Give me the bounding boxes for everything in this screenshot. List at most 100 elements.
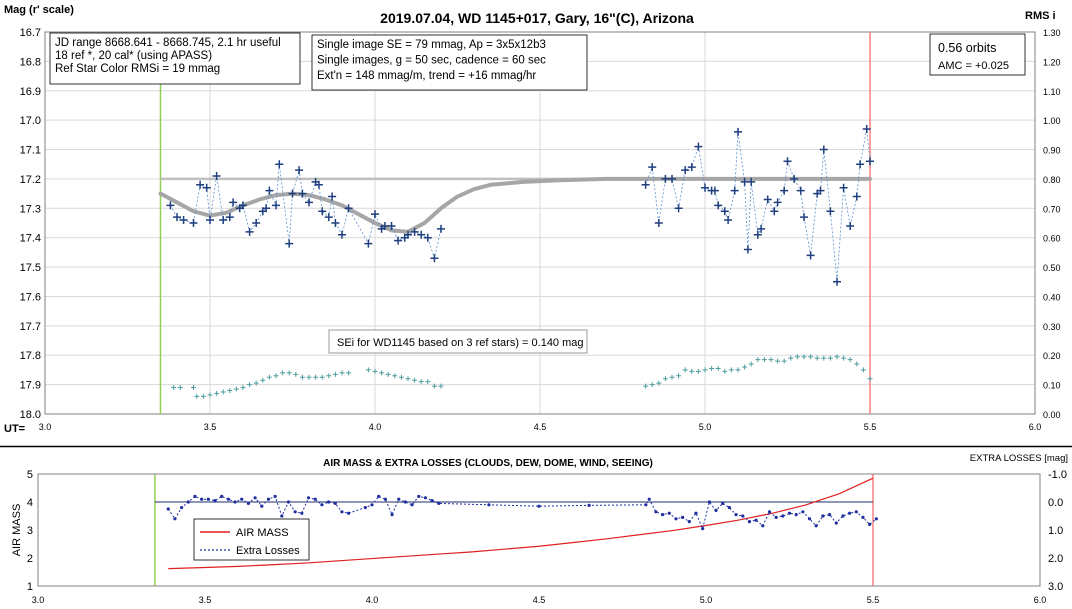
y-right-tick-label: 0.60 [1043, 234, 1061, 244]
rms-point [695, 368, 701, 374]
extra-losses-point [246, 501, 251, 505]
magnitude-point [720, 207, 729, 216]
extra-losses-point [747, 520, 752, 524]
info-annotation-line: JD range 8668.641 - 8668.745, 2.1 hr use… [55, 37, 281, 49]
x-tick-label: 3.0 [39, 422, 52, 432]
rms-point [332, 371, 338, 377]
bottom-plot-border [37, 473, 1041, 587]
extra-losses-point [861, 515, 865, 520]
magnitude-point [800, 213, 808, 222]
rms-point [431, 383, 437, 389]
rms-point [821, 355, 827, 361]
extra-losses-point [767, 510, 772, 514]
rms-point [247, 382, 253, 388]
magnitude-point [770, 207, 779, 216]
bottom-plot-area [37, 473, 1041, 587]
extra-losses-point [186, 500, 190, 504]
magnitude-point [202, 183, 211, 192]
extra-losses-point [260, 504, 264, 508]
extra-losses-point [363, 506, 367, 510]
magnitude-point [364, 239, 373, 248]
y-tick-label: 18.0 [20, 409, 41, 421]
magnitude-point [862, 124, 871, 133]
rms-point [392, 373, 398, 379]
rms-point [379, 370, 385, 376]
rms-point [240, 385, 246, 391]
extra-losses-point [761, 524, 765, 528]
rms-point [233, 386, 239, 392]
rms-point [227, 387, 233, 393]
extra-losses-point [347, 511, 351, 515]
magnitude-point [856, 160, 865, 169]
extra-losses-point [874, 517, 878, 521]
rms-point [253, 380, 259, 386]
magnitude-point [179, 216, 188, 225]
bottom-y-right-axis-label: EXTRA LOSSES [mag] [970, 453, 1068, 464]
magnitude-point [714, 201, 723, 210]
y-tick-label: 17.1 [20, 145, 41, 157]
top-chart: 16.7 16.8 16.9 17.0 17.1 17.2 17.3 17.4 17.5 17.6… [4, 4, 1061, 435]
magnitude-point [245, 227, 254, 236]
y-tick-label: 17.4 [20, 233, 41, 245]
magnitude-point [262, 204, 271, 213]
rms-point [702, 367, 708, 373]
magnitude-point [674, 204, 683, 213]
legend-air-mass-label: AIR MASS [236, 527, 289, 539]
magnitude-point [852, 192, 861, 201]
rms-point [742, 364, 748, 370]
magnitude-point [265, 186, 274, 195]
extra-losses-point [660, 513, 665, 517]
rms-point [827, 355, 833, 361]
orbits-annotation-box [929, 33, 1026, 76]
y-tick-label: 16.8 [20, 56, 41, 68]
orbits-annotation-line: AMC = +0.025 [938, 60, 1009, 72]
extra-losses-point [694, 511, 698, 515]
magnitude-point [272, 201, 280, 210]
rms-point [266, 374, 272, 380]
extra-losses-point [253, 496, 257, 500]
extra-losses-point [390, 513, 394, 517]
extra-losses-point [814, 524, 818, 528]
rms-point [649, 382, 655, 388]
bottom-y-right-tick-label: 3.0 [1048, 581, 1063, 593]
rms-point [293, 371, 299, 377]
bottom-y-right-tick-label: 2.0 [1048, 553, 1063, 565]
rms-point [286, 370, 292, 376]
extra-losses-point [423, 496, 428, 500]
rms-point [841, 355, 847, 361]
extra-losses-point [340, 510, 344, 514]
rms-point [643, 383, 649, 389]
extra-losses-point [397, 497, 401, 501]
rms-point [722, 368, 728, 374]
rms-point [854, 361, 860, 367]
rms-point [207, 392, 213, 398]
extra-losses-point [320, 503, 324, 507]
rms-point [676, 373, 682, 379]
extra-losses-point [306, 496, 311, 500]
magnitude-point [710, 186, 719, 195]
orbits-annotation-line: 0.56 orbits [938, 41, 996, 55]
rms-point [405, 376, 411, 382]
magnitude-point [833, 277, 841, 286]
y-tick-label: 17.8 [20, 350, 41, 362]
rms-point [755, 357, 761, 363]
rms-point [682, 367, 688, 373]
rms-point [425, 379, 431, 385]
rms-point [761, 357, 767, 363]
extra-losses-point [286, 500, 291, 504]
stats-annotation-line: Ext'n = 148 mmag/m, trend = +16 mmag/hr [317, 70, 536, 82]
extra-losses-point [417, 494, 421, 498]
extra-losses-point [654, 510, 658, 514]
extra-losses-point [848, 511, 852, 515]
magnitude-point [196, 180, 205, 189]
magnitude-point [687, 163, 696, 172]
extra-losses-point [173, 517, 177, 521]
extra-losses-point [787, 511, 792, 515]
magnitude-point [780, 186, 789, 195]
extra-losses-point [587, 503, 591, 507]
magnitude-point [166, 201, 175, 210]
magnitude-point [437, 224, 445, 233]
info-annotation-line: Ref Star Color RMSi = 19 mmag [55, 63, 220, 75]
magnitude-point [826, 207, 835, 216]
extra-losses-point [741, 514, 745, 518]
